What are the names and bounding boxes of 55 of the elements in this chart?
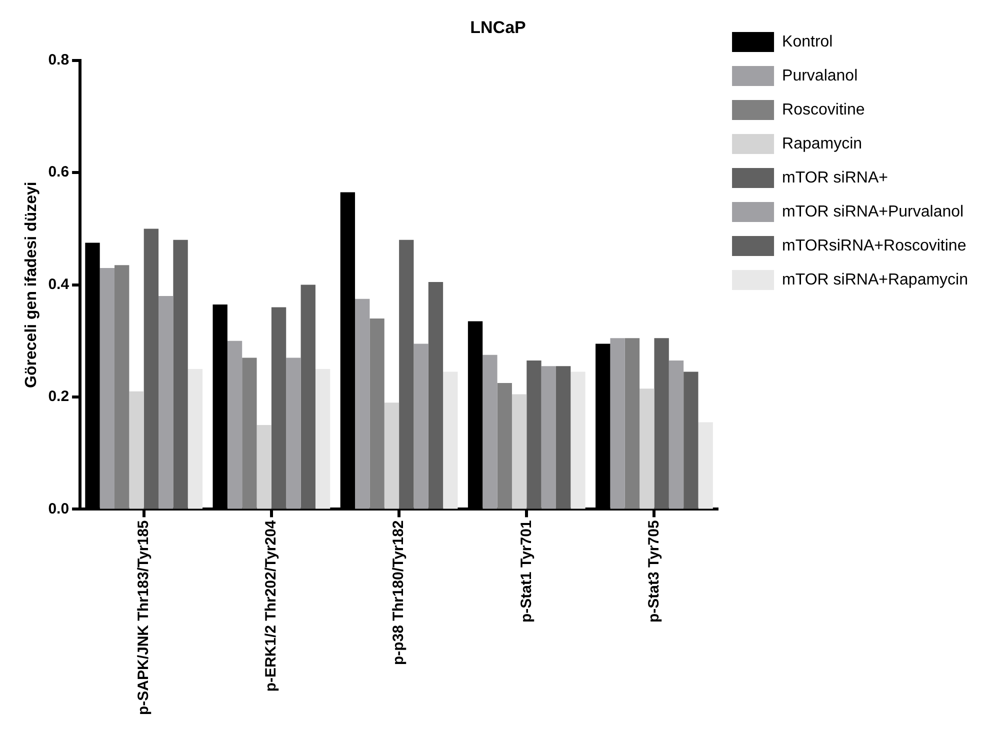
bar <box>624 338 640 509</box>
legend-label: Rapamycin <box>782 135 862 152</box>
legend-label: mTOR siRNA+ <box>782 169 888 186</box>
bar <box>654 338 669 509</box>
bar <box>610 338 625 509</box>
bar <box>227 340 242 509</box>
bar <box>497 382 512 509</box>
bar <box>158 296 174 509</box>
x-tick-label: p-p38 Thr180/Tyr182 <box>390 520 408 666</box>
bar <box>286 358 301 509</box>
bar <box>526 360 542 509</box>
bar <box>668 360 684 509</box>
bar <box>256 425 272 509</box>
y-tick-label: 0.4 <box>48 276 70 293</box>
bar <box>443 372 458 509</box>
bar <box>541 366 556 509</box>
y-tick-label: 0.6 <box>48 164 70 181</box>
bar <box>129 391 144 509</box>
bar <box>399 240 414 509</box>
legend-label: mTORsiRNA+Roscovitine <box>782 237 966 254</box>
x-tick-label: p-SAPK/JNK Thr183/Tyr185 <box>134 520 152 716</box>
bar <box>482 354 498 509</box>
bar <box>188 368 203 509</box>
x-tick-label: p-Stat1 Tyr701 <box>518 520 535 622</box>
legend-label: mTOR siRNA+Rapamycin <box>782 271 968 288</box>
bar <box>698 422 713 509</box>
x-tick-label: p-ERK1/2 Thr202/Tyr204 <box>262 520 280 692</box>
bar <box>556 366 571 509</box>
bar <box>300 284 316 509</box>
bar <box>242 358 257 509</box>
bar <box>144 228 159 509</box>
bar <box>428 282 444 509</box>
bar <box>114 265 130 509</box>
x-tick-label: p-Stat3 Tyr705 <box>645 520 662 622</box>
legend-label: mTOR siRNA+Purvalanol <box>782 203 964 220</box>
bar <box>271 307 286 509</box>
bar <box>173 240 188 509</box>
bar <box>414 344 428 509</box>
bar <box>315 368 330 509</box>
legend-label: Roscovitine <box>782 101 865 118</box>
y-tick-label: 0.2 <box>48 388 70 406</box>
bar <box>100 268 115 509</box>
bar <box>384 402 400 509</box>
legend-label: Kontrol <box>782 33 833 50</box>
bar <box>684 372 698 509</box>
bar <box>640 388 654 509</box>
y-tick-label: 0.0 <box>48 500 70 518</box>
y-tick-label: 0.8 <box>48 52 70 69</box>
chart-title: LNCaP <box>470 18 526 37</box>
y-axis-title: Göreceli gen ifadesi düzeyi <box>23 182 40 388</box>
bar <box>570 372 586 509</box>
bar <box>512 394 527 509</box>
bar <box>370 318 384 509</box>
legend-label: Purvalanol <box>782 67 858 84</box>
bar <box>355 298 370 509</box>
